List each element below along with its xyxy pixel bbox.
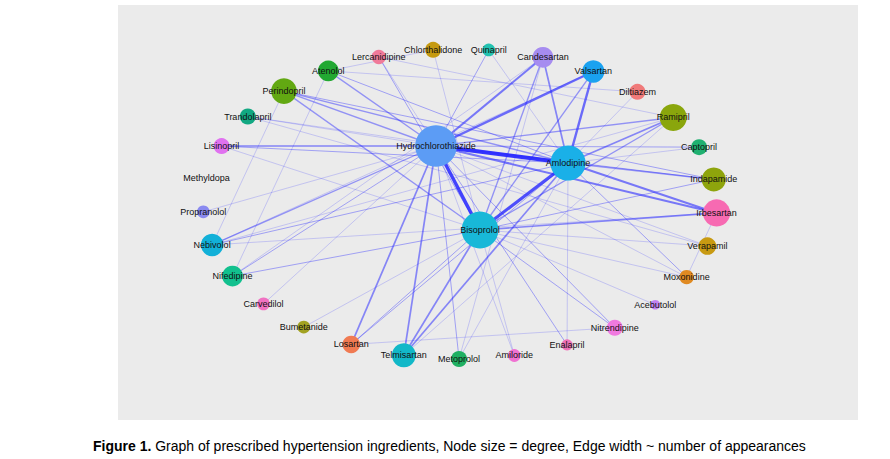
svg-text:Enalapril: Enalapril [550,340,585,350]
svg-text:Amiloride: Amiloride [496,350,534,360]
svg-text:Metoprolol: Metoprolol [438,354,480,364]
svg-text:Lercanidipine: Lercanidipine [352,52,406,62]
svg-text:Nitrendipine: Nitrendipine [591,323,639,333]
svg-text:Methyldopa: Methyldopa [183,173,230,183]
svg-text:Verapamil: Verapamil [687,241,727,251]
svg-text:Propranolol: Propranolol [180,207,226,217]
svg-text:Ramipril: Ramipril [657,112,690,122]
svg-text:Diltiazem: Diltiazem [619,87,656,97]
svg-text:Losartan: Losartan [334,339,369,349]
svg-text:Candesartan: Candesartan [517,52,569,62]
svg-text:Carvedilol: Carvedilol [244,299,284,309]
svg-text:Irbesartan: Irbesartan [696,208,737,218]
svg-text:Bisoprolol: Bisoprolol [460,225,500,235]
svg-text:Chlorthalidone: Chlorthalidone [404,45,462,55]
svg-text:Telmisartan: Telmisartan [381,350,427,360]
svg-text:Nebivolol: Nebivolol [194,240,231,250]
svg-text:Atenolol: Atenolol [312,66,345,76]
svg-text:Nifedipine: Nifedipine [212,271,252,281]
svg-text:Acebutolol: Acebutolol [634,300,676,310]
svg-text:Hydrochlorothiazide: Hydrochlorothiazide [396,141,476,151]
svg-text:Perindopril: Perindopril [262,86,305,96]
svg-text:Quinapril: Quinapril [471,45,507,55]
svg-text:Indapamide: Indapamide [690,174,737,184]
svg-text:Figure 1.: Figure 1. [93,438,151,454]
svg-text:Lisinopril: Lisinopril [204,141,240,151]
svg-text:Trandolapril: Trandolapril [224,112,271,122]
svg-text:Bumetanide: Bumetanide [280,322,328,332]
svg-text:Captopril: Captopril [681,142,717,152]
svg-text:Amlodipine: Amlodipine [546,158,591,168]
svg-text:Valsartan: Valsartan [575,66,612,76]
svg-text:Graph of prescribed hypertensi: Graph of prescribed hypertension ingredi… [155,438,806,454]
svg-text:Moxonidine: Moxonidine [664,272,710,282]
